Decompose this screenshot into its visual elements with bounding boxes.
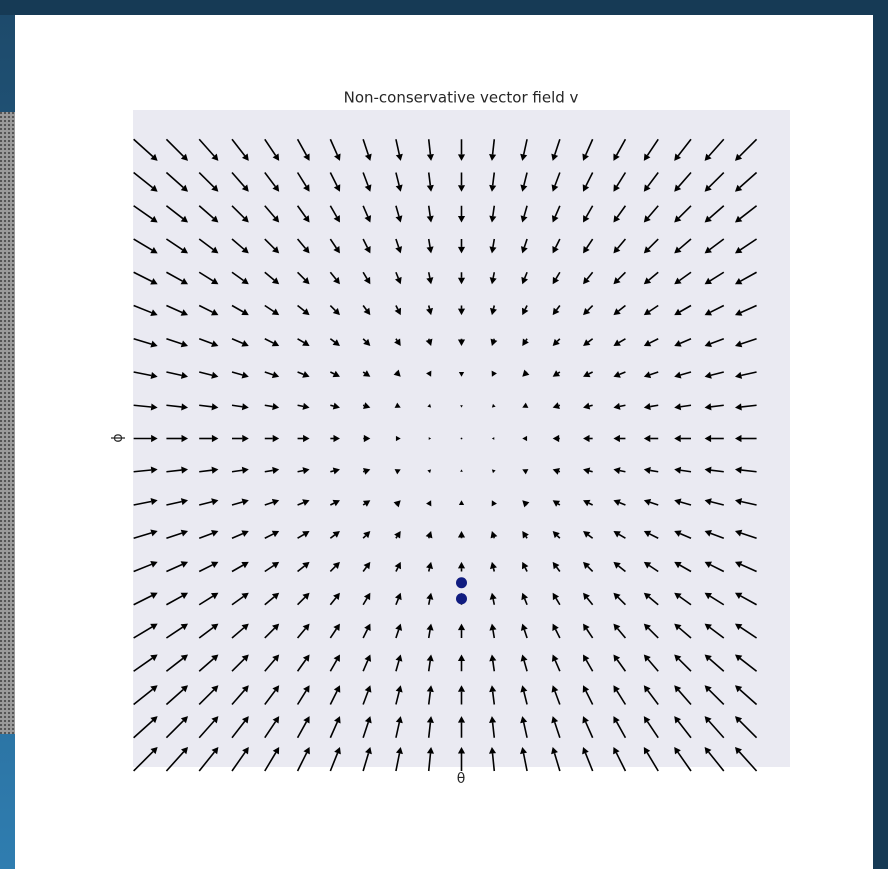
arrow-shaft xyxy=(429,568,430,571)
point xyxy=(456,593,467,604)
arrow-shaft xyxy=(558,504,560,505)
arrow-shaft xyxy=(620,471,626,472)
arrow-shaft xyxy=(429,599,430,605)
arrow-shaft xyxy=(493,568,494,571)
arrow-shaft xyxy=(298,405,304,406)
arrow xyxy=(461,438,463,440)
side-image xyxy=(0,112,15,734)
arrow-shaft xyxy=(493,599,494,605)
arrow-shaft xyxy=(493,306,494,309)
arrow-shaft xyxy=(493,272,494,278)
point xyxy=(456,577,467,588)
slide: Non-conservative vector field v θ ϕ xyxy=(0,0,888,869)
arrow-shaft xyxy=(396,339,397,341)
arrow-shaft xyxy=(589,471,592,472)
arrow-shaft xyxy=(330,405,333,406)
arrow-shaft xyxy=(363,372,365,373)
arrow-shaft xyxy=(620,405,626,406)
arrow-shaft xyxy=(558,372,560,373)
arrow-shaft xyxy=(330,471,333,472)
arrow-shaft xyxy=(396,536,397,538)
arrow-shaft xyxy=(429,306,430,309)
arrow-shaft xyxy=(363,504,365,505)
arrow-shaft xyxy=(298,471,304,472)
arrow-shaft xyxy=(526,536,527,538)
page: {"chart_data": {"type": "quiver", "title… xyxy=(0,0,888,869)
x-axis-label: θ xyxy=(457,771,466,787)
arrow-shaft xyxy=(429,272,430,278)
arrow-shaft xyxy=(526,339,527,341)
chart-title: Non-conservative vector field v xyxy=(344,89,579,107)
arrow-shaft xyxy=(589,405,592,406)
y-axis-label: ϕ xyxy=(110,433,126,442)
